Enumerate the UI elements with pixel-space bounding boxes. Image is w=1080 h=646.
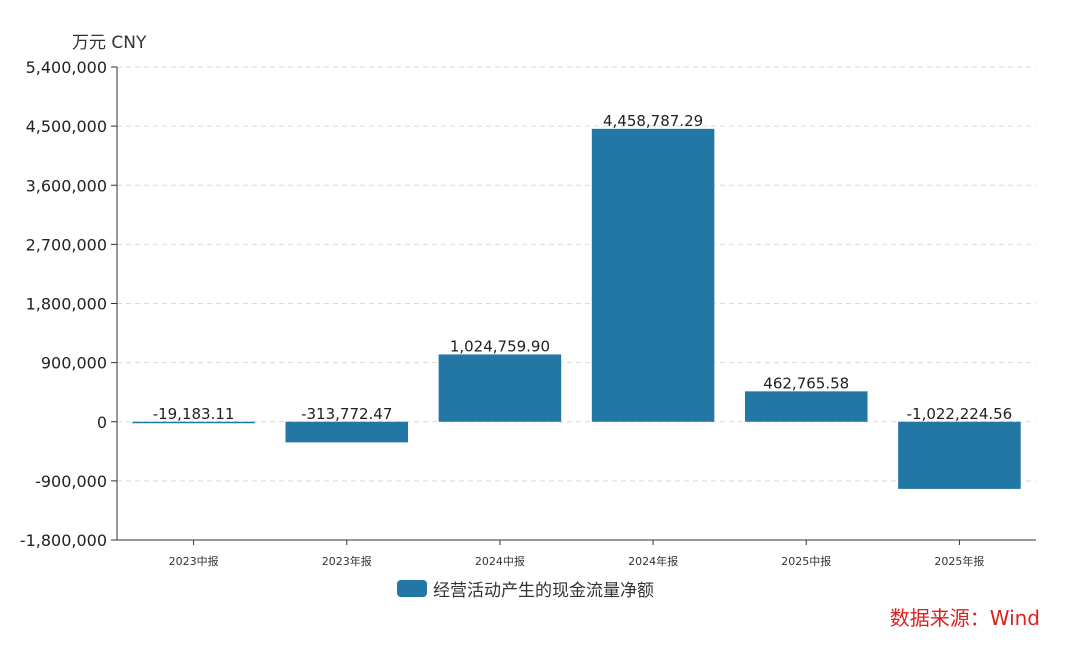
y-tick-label: 900,000 (41, 354, 107, 373)
data-label-1: -19,183.11 (153, 405, 235, 423)
y-tick-label: 1,800,000 (26, 295, 107, 314)
bar-4[interactable] (591, 128, 715, 422)
legend-label: 经营活动产生的现金流量净额 (433, 581, 654, 601)
legend-swatch (397, 580, 427, 597)
bar-1[interactable] (132, 421, 255, 424)
bar-6[interactable] (898, 421, 1021, 489)
bar-3[interactable] (438, 354, 562, 422)
y-tick-label: 3,600,000 (26, 176, 107, 195)
x-tick-label: 2025中报 (781, 554, 831, 568)
bar-5[interactable] (744, 391, 868, 422)
y-tick-label: -1,800,000 (20, 531, 107, 550)
x-tick-label: 2023年报 (322, 554, 372, 568)
data-label-5: 462,765.58 (763, 374, 849, 392)
source-label: 数据来源：Wind (889, 606, 1040, 630)
y-tick-label: -900,000 (35, 472, 107, 491)
y-axis-unit-label: 万元 CNY (72, 33, 147, 53)
x-tick-label: 2025年报 (934, 554, 984, 568)
x-tick-label: 2023中报 (169, 554, 219, 568)
y-tick-label: 2,700,000 (26, 235, 107, 254)
x-tick-label: 2024中报 (475, 554, 525, 568)
y-tick-label: 4,500,000 (26, 117, 107, 136)
bars (132, 128, 1021, 489)
data-label-3: 1,024,759.90 (450, 337, 550, 355)
data-label-6: -1,022,224.56 (907, 405, 1013, 423)
axes (111, 66, 1036, 545)
data-label-2: -313,772.47 (301, 405, 392, 423)
x-tick-labels: 2023中报 2023年报 2024中报 2024年报 2025中报 2025年报 (169, 554, 985, 568)
grid-lines (117, 66, 1036, 482)
y-tick-labels: 5,400,000 4,500,000 3,600,000 2,700,000 1,80… (20, 58, 107, 550)
data-label-4: 4,458,787.29 (603, 112, 703, 130)
data-labels: -19,183.11 -313,772.47 1,024,759.90 4,458,7… (153, 112, 1013, 423)
y-tick-label: 5,400,000 (26, 58, 107, 77)
legend[interactable]: 经营活动产生的现金流量净额 (397, 576, 654, 601)
x-tick-label: 2024年报 (628, 554, 678, 568)
y-tick-label: 0 (97, 413, 107, 432)
bar-2[interactable] (285, 421, 409, 443)
